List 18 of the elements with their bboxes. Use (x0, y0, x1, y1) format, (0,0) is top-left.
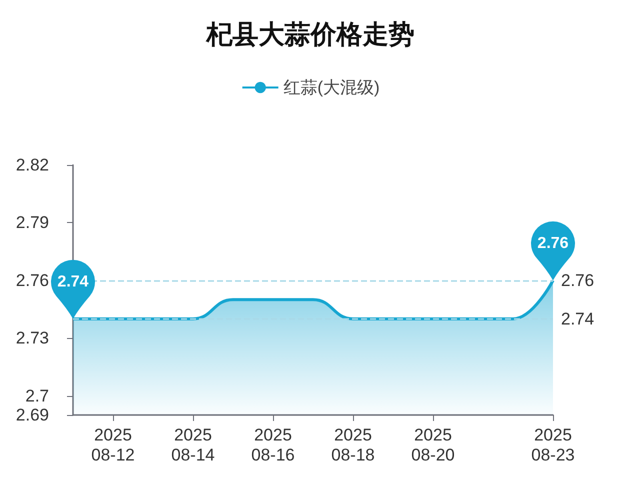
ref-line-label: 2.76 (561, 270, 594, 290)
annotation: 2.74 (57, 273, 89, 290)
y-tick-label: 2.69 (16, 406, 49, 424)
x-tick-label: 2025 08-18 (331, 426, 375, 464)
x-tick-label: 2025 08-12 (91, 426, 135, 464)
legend-label: 红蒜(大混级) (283, 78, 380, 97)
chart-title: 杞县大蒜价格走势 (206, 19, 414, 49)
y-tick-label: 2.73 (16, 328, 49, 348)
y-tick-label: 2.76 (16, 270, 49, 290)
x-tick-label: 2025 08-23 (531, 426, 575, 464)
x-tick-label: 2025 08-16 (251, 426, 295, 464)
ref-line-label: 2.74 (561, 309, 594, 328)
y-tick-label: 2.79 (16, 213, 49, 232)
x-tick-label: 2025 08-20 (411, 426, 455, 464)
annotation: 2.76 (537, 234, 569, 252)
y-tick-label: 2.7 (25, 386, 49, 406)
x-tick-label: 2025 08-14 (171, 426, 215, 464)
y-tick-label: 2.82 (16, 156, 49, 174)
